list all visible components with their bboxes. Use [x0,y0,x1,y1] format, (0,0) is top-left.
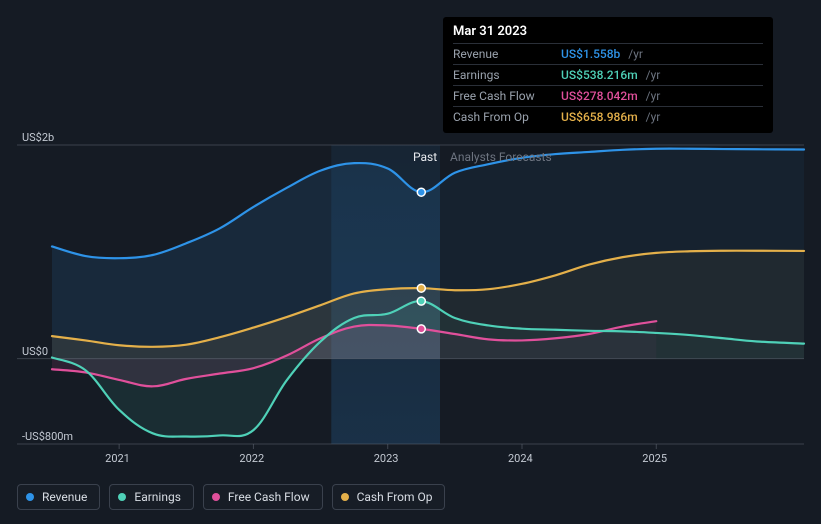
legend-label: Free Cash Flow [228,490,310,504]
x-axis-label: 2021 [105,452,130,465]
tooltip-label: Revenue [453,45,553,63]
tooltip-label: Cash From Op [453,108,553,126]
tooltip-row: Free Cash Flow US$278.042m/yr [453,85,763,106]
x-axis-label: 2022 [239,452,264,465]
tooltip-label: Earnings [453,66,553,84]
tooltip-unit: /yr [646,87,661,105]
tooltip-unit: /yr [628,45,643,63]
y-axis-label: -US$800m [22,430,73,443]
tooltip-row: Cash From Op US$658.986m/yr [453,106,763,127]
legend-label: Cash From Op [357,490,433,504]
legend-label: Earnings [134,490,181,504]
financial-chart: US$2b US$0 -US$800m 2021 2022 2023 2024 2025 P… [0,0,821,524]
legend-item-earnings[interactable]: Earnings [109,484,194,510]
tooltip-unit: /yr [646,108,661,126]
tooltip-unit: /yr [646,66,661,84]
tooltip-value: US$658.986m [561,108,638,126]
tooltip-title: Mar 31 2023 [453,23,763,41]
legend-dot-icon [212,493,220,501]
legend-item-free-cash-flow[interactable]: Free Cash Flow [203,484,323,510]
tooltip-row: Revenue US$1.558b/yr [453,43,763,64]
tooltip-row: Earnings US$538.216m/yr [453,64,763,85]
forecast-label: Analysts Forecasts [450,150,552,164]
tooltip-label: Free Cash Flow [453,87,553,105]
x-axis-label: 2023 [374,452,399,465]
tooltip-value: US$278.042m [561,87,638,105]
legend-dot-icon [341,493,349,501]
past-label: Past [413,150,437,164]
legend-label: Revenue [42,490,87,504]
x-axis-label: 2024 [508,452,533,465]
chart-legend: Revenue Earnings Free Cash Flow Cash From O… [17,484,445,510]
y-axis-label: US$0 [22,345,48,358]
legend-dot-icon [118,493,126,501]
tooltip-value: US$538.216m [561,66,638,84]
x-axis-label: 2025 [642,452,667,465]
legend-item-revenue[interactable]: Revenue [17,484,100,510]
chart-tooltip: Mar 31 2023 Revenue US$1.558b/yr Earnings U… [443,17,773,133]
tooltip-value: US$1.558b [561,45,620,63]
legend-dot-icon [26,493,34,501]
legend-item-cash-from-op[interactable]: Cash From Op [332,484,446,510]
y-axis-label: US$2b [22,131,54,144]
